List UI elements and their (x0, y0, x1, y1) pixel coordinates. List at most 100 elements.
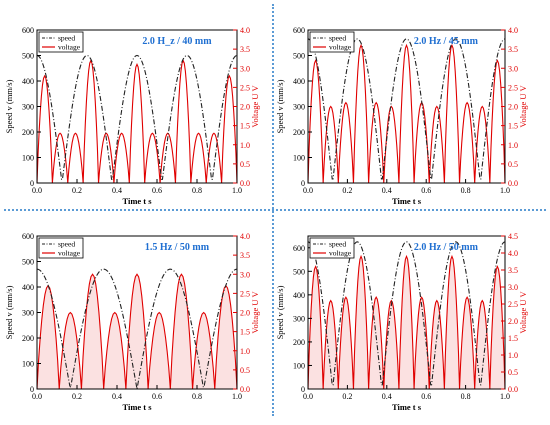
x-axis-label-3: Time t s (122, 402, 152, 412)
y-tick-label-2-4: 400 (293, 77, 305, 86)
chart-panel-3: 0 100 200 300 400 500 600 0.0 0.5 1.0 1.5 2.0 2.5 3.0… (4, 232, 260, 412)
x-tick-label-4-3: 0.6 (421, 392, 431, 401)
y2-tick-label-4-2: 1.0 (508, 351, 518, 360)
y2-tick-label-3-0: 0.0 (240, 385, 250, 394)
x-tick-label-3-2: 0.4 (112, 392, 122, 401)
y-tick-label-2-1: 100 (293, 154, 305, 163)
y-tick-label-3-2: 200 (22, 334, 34, 343)
y2-tick-label-4-6: 3.0 (508, 283, 518, 292)
y-tick-label-3-0: 0 (30, 385, 34, 394)
y2-tick-label-4-5: 2.5 (508, 300, 518, 309)
chart-title-1: 2.0 H_z / 40 mm (142, 36, 212, 47)
voltage-line-2 (308, 43, 505, 183)
y-tick-label-4-3: 300 (293, 314, 305, 323)
y2-tick-label-2-7: 3.5 (508, 45, 518, 54)
x-tick-label-1-3: 0.6 (152, 186, 162, 195)
x-tick-label-2-1: 0.2 (342, 186, 352, 195)
y-axis-label-4: Speed v (mm/s) (275, 285, 285, 339)
plot-frame-1 (36, 29, 238, 184)
y2-tick-label-1-8: 4.0 (240, 26, 250, 35)
x-axis-label-4: Time t s (392, 402, 422, 412)
x-tick-label-3-1: 0.2 (72, 392, 82, 401)
y-tick-label-4-4: 400 (293, 291, 305, 300)
y2-tick-label-4-9: 4.5 (508, 232, 518, 241)
chart-panel-2: 0 100 200 300 400 500 600 0.0 0.5 1.0 1.5 2.0 2.5 3.0… (275, 26, 528, 206)
chart-title-2: 2.0 Hz / 45 mm (414, 36, 479, 47)
y-tick-label-2-5: 500 (293, 52, 305, 61)
voltage-line-3 (37, 273, 237, 389)
y2-tick-label-1-0: 0.0 (240, 179, 250, 188)
y-tick-label-1-5: 500 (22, 52, 34, 61)
y2-tick-label-2-5: 2.5 (508, 83, 518, 92)
legend-label-voltage-2: voltage (329, 43, 352, 52)
y2-tick-label-2-2: 1.0 (508, 141, 518, 150)
chart-panel-4: 0 100 200 300 400 500 600 0.0 0.5 1.0 1.5 2.0 2.5 3.0… (275, 232, 528, 412)
y2-tick-label-4-7: 3.5 (508, 266, 518, 275)
y2-tick-label-4-3: 1.5 (508, 334, 518, 343)
y2-tick-label-3-8: 4.0 (240, 232, 250, 241)
y2-axis-label-4: Voltage U V (518, 291, 528, 334)
y2-tick-label-4-4: 2.0 (508, 317, 518, 326)
y2-tick-label-1-7: 3.5 (240, 45, 250, 54)
y2-tick-label-1-6: 3.0 (240, 64, 250, 73)
y-tick-label-4-0: 0 (301, 385, 305, 394)
x-tick-label-1-4: 0.8 (192, 186, 202, 195)
y-axis-label-1: Speed v (mm/s) (4, 79, 14, 133)
y2-tick-label-4-0: 0.0 (508, 385, 518, 394)
y2-tick-label-3-7: 3.5 (240, 251, 250, 260)
legend-label-voltage-4: voltage (329, 249, 352, 258)
y-tick-label-3-1: 100 (22, 360, 34, 369)
x-tick-label-2-4: 0.8 (461, 186, 471, 195)
x-tick-label-2-3: 0.6 (421, 186, 431, 195)
y-tick-label-2-6: 600 (293, 26, 305, 35)
y2-tick-label-4-8: 4.0 (508, 249, 518, 258)
speed-line-3 (37, 268, 237, 389)
y-tick-label-2-3: 300 (293, 103, 305, 112)
legend-label-speed-3: speed (58, 240, 75, 249)
y-tick-label-1-1: 100 (22, 154, 34, 163)
x-tick-label-4-2: 0.4 (382, 392, 392, 401)
y2-axis-label-3: Voltage U V (250, 291, 260, 334)
y2-tick-label-2-0: 0.0 (508, 179, 518, 188)
chart-title-3: 1.5 Hz / 50 mm (145, 242, 210, 253)
y-tick-label-4-2: 200 (293, 338, 305, 347)
voltage-area-4 (308, 256, 505, 389)
y-tick-label-4-6: 600 (293, 244, 305, 253)
y2-tick-label-3-5: 2.5 (240, 289, 250, 298)
y2-tick-label-1-4: 2.0 (240, 103, 250, 112)
x-tick-label-1-2: 0.4 (112, 186, 122, 195)
x-tick-label-2-0: 0.0 (303, 186, 313, 195)
y-tick-label-1-3: 300 (22, 103, 34, 112)
y-tick-label-4-5: 500 (293, 267, 305, 276)
voltage-area-3 (37, 274, 237, 389)
x-tick-label-4-1: 0.2 (342, 392, 352, 401)
legend-label-voltage-1: voltage (58, 43, 81, 52)
y2-tick-label-3-1: 0.5 (240, 366, 250, 375)
speed-line-1 (37, 54, 237, 180)
x-tick-label-3-0: 0.0 (32, 392, 42, 401)
chart-title-4: 2.0 Hz / 50 mm (414, 242, 479, 253)
x-tick-label-4-0: 0.0 (303, 392, 313, 401)
legend-label-speed-2: speed (329, 34, 346, 43)
y2-tick-label-1-1: 0.5 (240, 160, 250, 169)
y-tick-label-1-2: 200 (22, 128, 34, 137)
x-tick-label-3-4: 0.8 (192, 392, 202, 401)
voltage-line-4 (308, 254, 505, 389)
y-tick-label-3-3: 300 (22, 309, 34, 318)
x-tick-label-4-5: 1.0 (500, 392, 510, 401)
x-tick-label-2-5: 1.0 (500, 186, 510, 195)
y-tick-label-3-6: 600 (22, 232, 34, 241)
y-axis-label-3: Speed v (mm/s) (4, 285, 14, 339)
horizontal-separator (4, 209, 546, 211)
speed-line-2 (308, 38, 505, 180)
legend-label-speed-4: speed (329, 240, 346, 249)
x-tick-label-3-5: 1.0 (232, 392, 242, 401)
y2-axis-label-1: Voltage U V (250, 85, 260, 128)
y-tick-label-1-6: 600 (22, 26, 34, 35)
y-tick-label-1-4: 400 (22, 77, 34, 86)
y2-tick-label-2-4: 2.0 (508, 103, 518, 112)
x-axis-label-1: Time t s (122, 196, 152, 206)
y-tick-label-4-1: 100 (293, 361, 305, 370)
